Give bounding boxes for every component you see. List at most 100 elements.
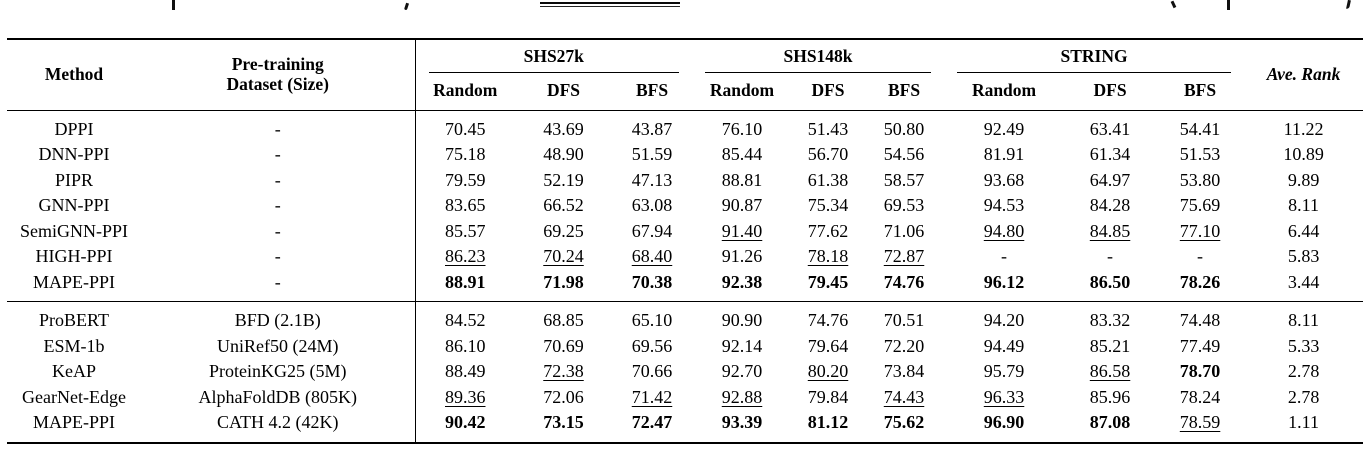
caption-fragment-hook: [1346, 0, 1351, 10]
metric-cell: 61.34: [1089, 144, 1131, 164]
metric-cell: 93.39: [721, 412, 763, 432]
pretraining-cell: AlphaFoldDB (805K): [198, 386, 358, 407]
metric-cell: 86.50: [1089, 271, 1131, 292]
metric-cell: 86.58: [1089, 361, 1131, 381]
metric-cell: 92.38: [721, 271, 763, 292]
method-cell: ESM-1b: [43, 335, 105, 356]
metric-cell: 85.96: [1089, 386, 1131, 407]
metric-cell: 70.51: [883, 310, 925, 330]
rank-cell: 8.11: [1288, 310, 1319, 330]
pretraining-cell: -: [274, 144, 281, 164]
metric-cell: 88.91: [414, 269, 515, 302]
caption-fragment-stem: [1227, 0, 1230, 10]
pretraining-cell: -: [274, 169, 281, 190]
metric-cell: 84.28: [1089, 195, 1131, 215]
metric-cell: 51.43: [807, 118, 849, 139]
table-row: HIGH-PPI - 86.23 70.24 68.40 91.26 78.18 72.87 -…: [7, 244, 1363, 270]
metric-cell: 90.87: [721, 195, 763, 215]
metric-cell: 75.69: [1179, 195, 1221, 215]
table-row: SemiGNN-PPI - 85.57 69.25 67.94 91.40 77.62 71.…: [7, 218, 1363, 244]
metric-cell: 71.42: [631, 386, 673, 407]
metric-cell: 73.84: [883, 361, 925, 381]
string-cmidrule: [957, 72, 1232, 73]
metric-cell: 94.49: [983, 335, 1025, 356]
metric-cell: 75.34: [807, 195, 849, 215]
metric-cell: -: [1197, 246, 1204, 266]
table-row: DNN-PPI - 75.18 48.90 51.59 85.44 56.70 54.56 81…: [7, 142, 1363, 168]
method-cell: ProBERT: [39, 310, 109, 330]
table-row: ProBERT BFD (2.1B) 84.52 68.85 65.10 90.90 74.…: [7, 301, 1363, 334]
column-header-pretraining: Pre-training Dataset (Size): [141, 39, 415, 110]
metric-cell: -: [1107, 246, 1114, 266]
rank-cell: 2.78: [1287, 386, 1320, 407]
metric-cell: 79.59: [414, 167, 515, 193]
metric-cell: 75.62: [883, 412, 925, 432]
metric-cell: 71.98: [543, 271, 584, 292]
metric-cell: 77.10: [1179, 220, 1221, 241]
metric-cell: 95.79: [983, 361, 1025, 381]
metric-cell: 91.26: [721, 246, 763, 266]
method-cell: KeAP: [52, 361, 96, 381]
rank-cell: 3.44: [1287, 271, 1320, 292]
metric-cell: 74.48: [1179, 310, 1221, 330]
metric-cell: 72.06: [543, 386, 584, 407]
metric-cell: 74.76: [883, 271, 925, 292]
rank-cell: 9.89: [1287, 169, 1320, 190]
rank-cell: 10.89: [1283, 144, 1324, 164]
metric-cell: 68.40: [631, 246, 673, 266]
metric-cell: 77.62: [807, 220, 849, 241]
metric-cell: 96.33: [983, 386, 1025, 407]
results-table: Method Pre-training Dataset (Size) SHS27…: [7, 38, 1364, 444]
table-row: PIPR - 79.59 52.19 47.13 88.81 61.38 58.57 93.68…: [7, 167, 1363, 193]
pretraining-cell: -: [274, 118, 281, 139]
metric-cell: 85.44: [721, 144, 763, 164]
metric-cell: 66.52: [543, 195, 584, 215]
column-header-ave-rank: Ave. Rank: [1266, 63, 1341, 84]
metric-cell: 72.47: [631, 412, 673, 432]
metric-cell: 92.14: [721, 335, 763, 356]
split-header-row: Random DFS BFS Random DFS BFS Random DFS…: [7, 73, 1363, 110]
metric-cell: 63.41: [1089, 118, 1131, 139]
pretraining-cell: CATH 4.2 (42K): [217, 412, 339, 432]
metric-cell: 89.36: [414, 384, 515, 410]
metric-cell: 71.06: [883, 220, 925, 241]
metric-cell: 78.18: [807, 246, 849, 266]
metric-cell: -: [1001, 246, 1008, 266]
metric-cell: 79.84: [807, 386, 849, 407]
metric-cell: 54.41: [1179, 118, 1221, 139]
metric-cell: 65.10: [631, 310, 673, 330]
pretraining-cell: -: [274, 246, 281, 266]
table-row: DPPI - 70.45 43.69 43.87 76.10 51.43 50.80 92.49…: [7, 110, 1363, 142]
metric-cell: 83.32: [1089, 310, 1131, 330]
metric-cell: 87.08: [1089, 412, 1131, 432]
metric-cell: 72.38: [543, 361, 584, 381]
method-cell: HIGH-PPI: [35, 246, 113, 266]
caption-fragment-tick: [1170, 0, 1176, 9]
metric-cell: 70.38: [631, 271, 673, 292]
column-header-string-bfs: BFS: [1183, 80, 1217, 101]
column-header-shs27k-dfs: DFS: [546, 80, 581, 101]
metric-cell: 81.12: [807, 412, 849, 432]
caption-fragment-double-rule: [540, 2, 680, 7]
metric-cell: 74.76: [807, 310, 849, 330]
metric-cell: 83.65: [414, 193, 515, 219]
method-cell: GNN-PPI: [38, 195, 110, 215]
column-header-method: Method: [44, 63, 104, 84]
metric-cell: 90.90: [721, 310, 763, 330]
metric-cell: 84.85: [1089, 220, 1131, 241]
method-cell: MAPE-PPI: [32, 412, 116, 432]
metric-cell: 70.24: [543, 246, 584, 266]
metric-cell: 70.66: [631, 361, 673, 381]
metric-cell: 61.38: [807, 169, 849, 190]
metric-cell: 92.88: [721, 386, 763, 407]
metric-cell: 43.69: [543, 118, 584, 139]
metric-cell: 91.40: [721, 220, 763, 241]
metric-cell: 74.43: [883, 386, 925, 407]
method-rows-with-pretraining: ProBERT BFD (2.1B) 84.52 68.85 65.10 90.90 74.…: [7, 301, 1363, 443]
pretraining-cell: BFD (2.1B): [234, 310, 321, 330]
rank-cell: 11.22: [1283, 118, 1324, 139]
method-cell: DNN-PPI: [38, 144, 110, 164]
metric-cell: 72.87: [883, 246, 925, 266]
metric-cell: 51.59: [631, 144, 673, 164]
metric-cell: 85.21: [1089, 335, 1131, 356]
